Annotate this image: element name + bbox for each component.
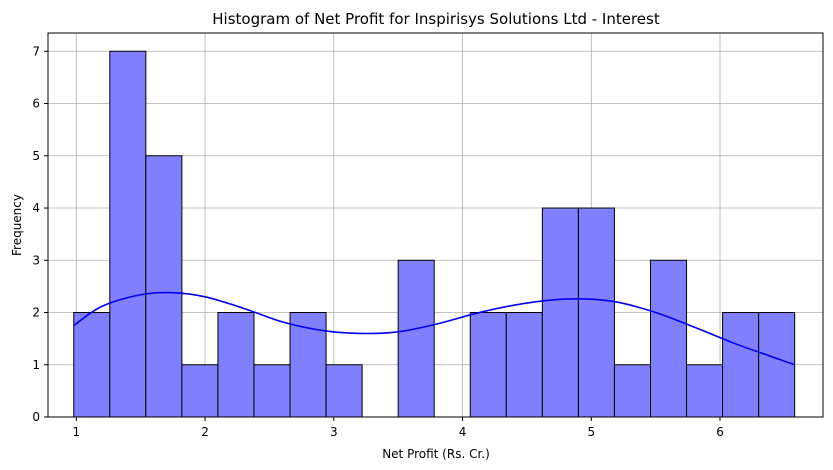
histogram-bar <box>613 364 651 418</box>
y-tick-label: 6 <box>32 97 40 111</box>
histogram-bar <box>253 364 291 418</box>
kde-curve <box>73 291 795 366</box>
y-tick-label: 4 <box>32 201 40 215</box>
x-tick-label: 3 <box>330 425 338 439</box>
histogram-bar <box>577 207 615 418</box>
x-tick-label: 1 <box>73 425 81 439</box>
x-tick-label: 4 <box>459 425 467 439</box>
histogram-bar <box>217 312 255 418</box>
histogram-bar <box>145 155 183 418</box>
y-axis-label: Frequency <box>10 194 24 256</box>
y-axis-ticks: 0 1 2 3 4 5 6 7 <box>32 44 48 424</box>
plot-frame <box>47 32 824 418</box>
histogram-bar <box>686 364 724 418</box>
histogram-bars <box>73 50 796 418</box>
y-tick-label: 3 <box>32 253 40 267</box>
x-tick-label: 2 <box>201 425 209 439</box>
histogram-bar <box>181 364 219 418</box>
histogram-bar <box>758 312 796 418</box>
y-tick-label: 2 <box>32 306 40 320</box>
x-axis-ticks: 1 2 3 4 5 6 <box>73 417 724 439</box>
histogram-bar <box>505 312 543 418</box>
x-tick-label: 5 <box>587 425 595 439</box>
histogram-bar <box>541 207 579 418</box>
x-axis-label: Net Profit (Rs. Cr.) <box>382 447 490 461</box>
histogram-bar <box>325 364 363 418</box>
histogram-bar <box>649 259 688 418</box>
histogram-bar <box>397 259 435 418</box>
histogram-bar <box>73 312 111 418</box>
histogram-bar <box>722 312 760 418</box>
y-tick-label: 0 <box>32 410 40 424</box>
y-tick-label: 5 <box>32 149 40 163</box>
histogram-bar <box>109 50 147 418</box>
chart-title: Histogram of Net Profit for Inspirisys S… <box>212 10 660 28</box>
histogram-bar <box>469 312 507 418</box>
y-tick-label: 1 <box>32 358 40 372</box>
y-tick-label: 7 <box>32 44 40 58</box>
x-tick-label: 6 <box>716 425 724 439</box>
